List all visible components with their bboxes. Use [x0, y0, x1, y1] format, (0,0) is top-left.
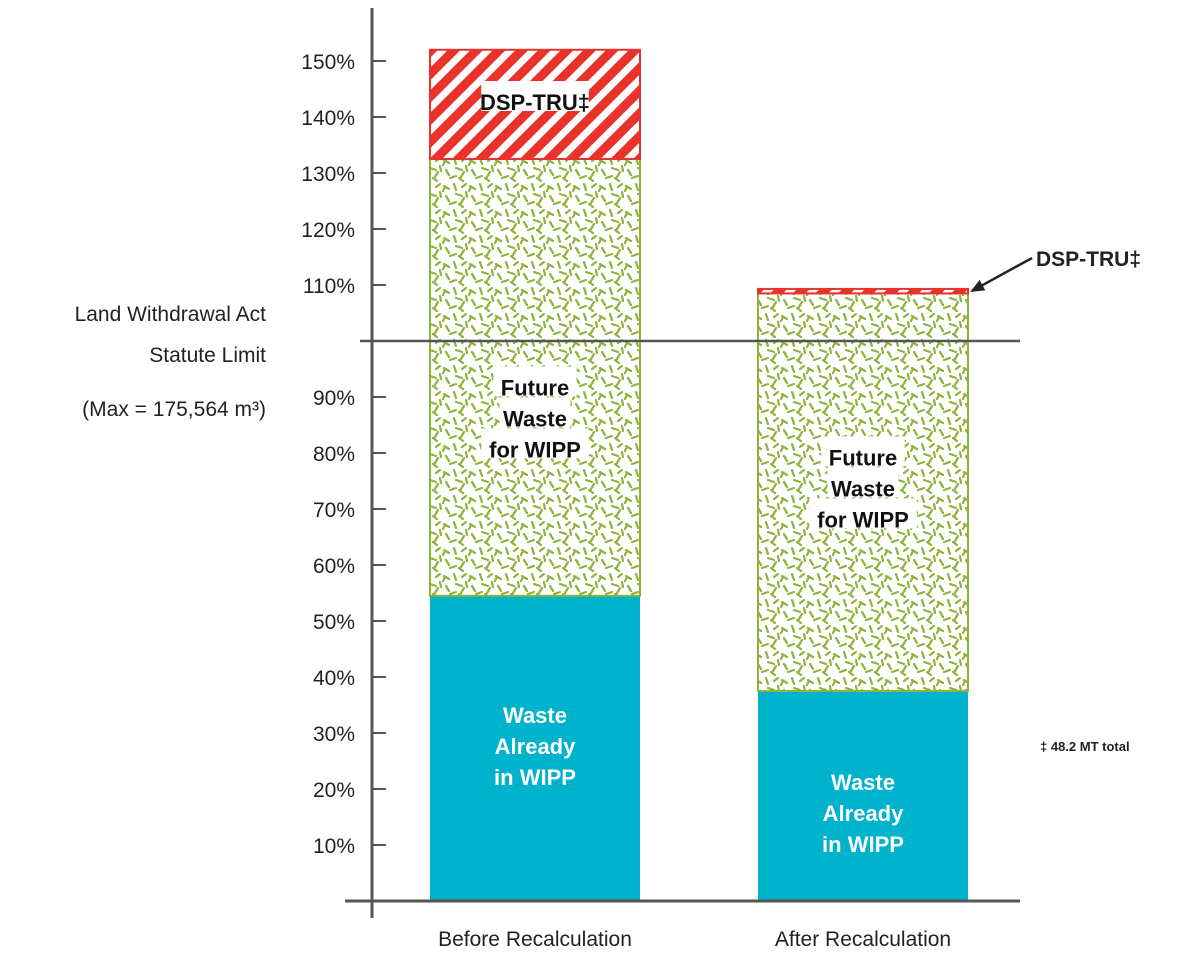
label-background: [499, 397, 571, 428]
y-tick-label: 130%: [301, 163, 355, 186]
plot-area: Before Recalculation After Recalculation W…: [75, 8, 1141, 951]
label-background: [481, 81, 589, 111]
y-tick-label: 20%: [313, 779, 355, 802]
y-tick-label: 80%: [313, 443, 355, 466]
segment-label: DSP-TRU‡: [480, 90, 590, 115]
y-tick-label: 90%: [313, 387, 355, 410]
segment-label: Future: [829, 445, 897, 470]
footnote: ‡ 48.2 MT total: [1040, 739, 1130, 754]
segment-label: Future: [501, 375, 569, 400]
label-background: [481, 428, 589, 459]
bar-segment: [430, 595, 640, 901]
label-background: [827, 467, 899, 498]
label-background: [821, 436, 905, 467]
statute-limit-label: (Max = 175,564 m³): [82, 398, 266, 421]
segment-label: Waste: [831, 770, 895, 795]
statute-limit-label: Statute Limit: [149, 344, 266, 367]
y-tick-label: 30%: [313, 723, 355, 746]
segment-label: Waste: [831, 476, 895, 501]
y-tick-label: 50%: [313, 611, 355, 634]
segment-label: in WIPP: [822, 832, 904, 857]
segment-label: Already: [823, 801, 904, 826]
y-tick-label: 10%: [313, 835, 355, 858]
y-tick-label: 40%: [313, 667, 355, 690]
label-background: [493, 366, 577, 397]
dsp-tru-callout-label: DSP-TRU‡: [1036, 248, 1141, 271]
segment-label: Already: [495, 734, 576, 759]
y-tick-label: 120%: [301, 219, 355, 242]
segment-label: for WIPP: [489, 437, 581, 462]
segment-label: in WIPP: [494, 765, 576, 790]
y-tick-label: 60%: [313, 555, 355, 578]
statute-limit-label: Land Withdrawal Act: [75, 303, 267, 326]
y-tick-label: 70%: [313, 499, 355, 522]
segment-label: Waste: [503, 406, 567, 431]
callout-arrow: [970, 256, 1033, 293]
bar-segment: [757, 287, 969, 295]
y-tick-label: 110%: [303, 275, 355, 298]
label-background: [809, 498, 917, 529]
segment-label: for WIPP: [817, 507, 909, 532]
category-label: After Recalculation: [775, 928, 951, 951]
segment-label: Waste: [503, 703, 567, 728]
category-label: Before Recalculation: [438, 928, 632, 951]
bar-segment: [758, 691, 968, 901]
y-tick-label: 140%: [301, 107, 355, 130]
y-tick-label: 150%: [301, 51, 355, 74]
